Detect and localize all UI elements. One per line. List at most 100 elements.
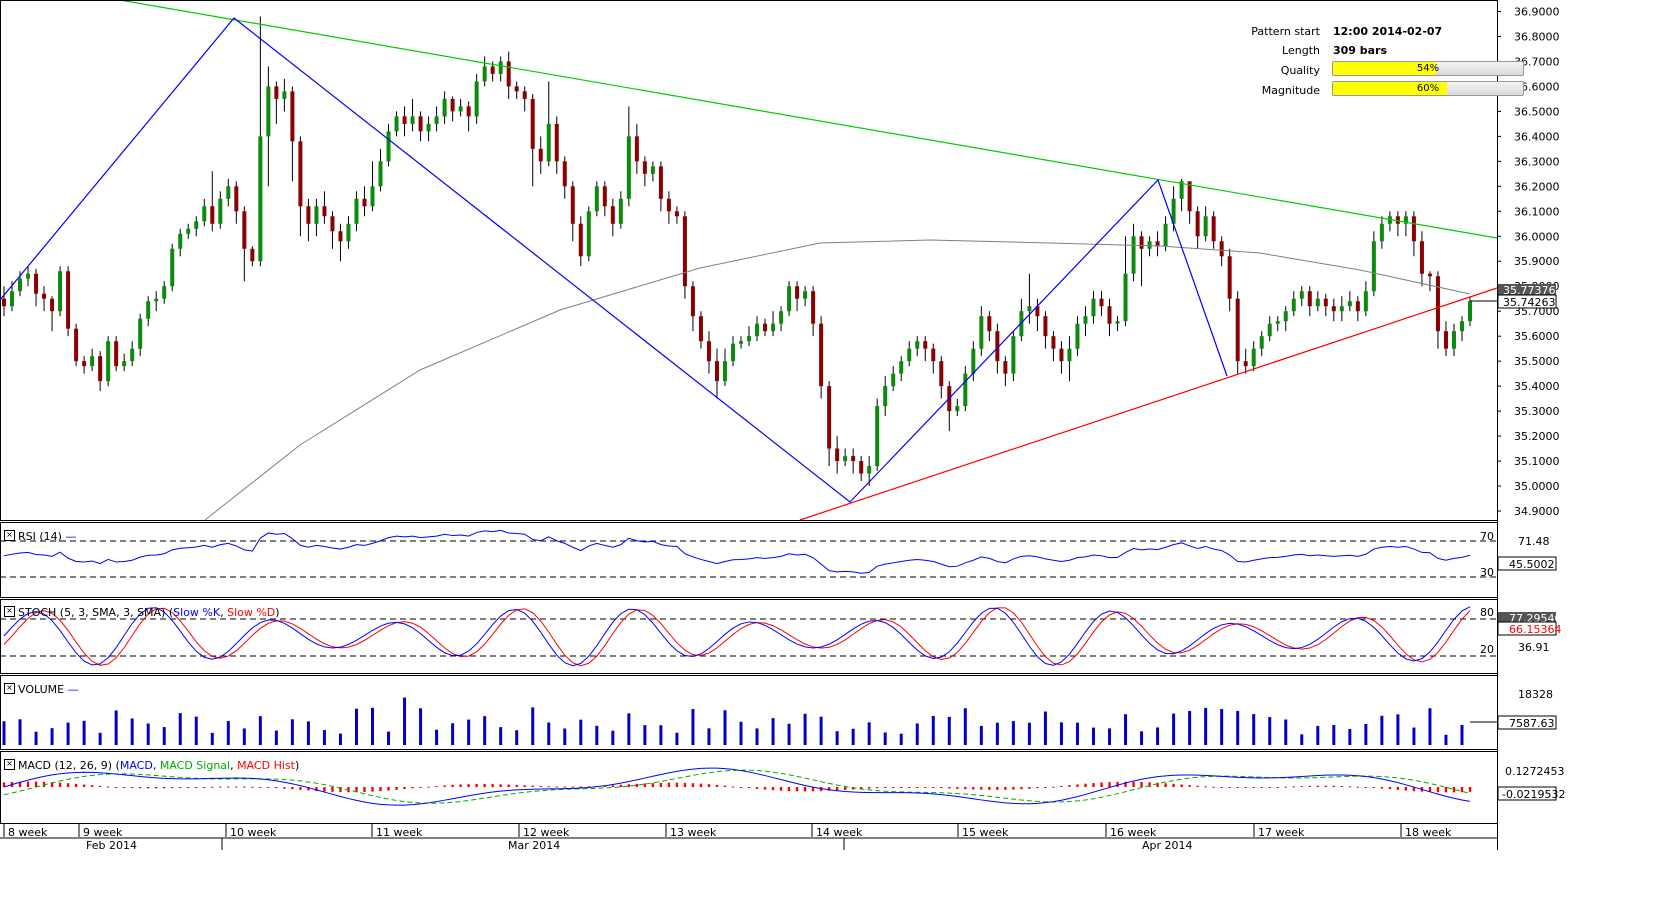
macd-title: MACD (12, 26, 9) (MACD, MACD Signal, MAC… [18,759,300,772]
macd-hist-bar [651,783,655,787]
candle-body [82,361,87,367]
candle-body [58,271,63,312]
candle-body [1147,241,1152,249]
macd-hist-bar [1468,787,1472,792]
candle-body [1163,223,1168,247]
macd-hist-bar [1276,786,1279,788]
candle-body [250,248,255,262]
candle-body [1155,241,1160,247]
candle-body [1243,361,1248,367]
candle-body [1323,298,1328,307]
candle-body [586,211,591,257]
volume-value-label: 7587.63 [1509,717,1555,730]
candle-body [1451,331,1456,349]
candle-body [506,61,511,87]
volume-title: VOLUME — [18,683,79,696]
macd-hist-bar [1196,785,1199,787]
macd-hist-bar [403,787,406,790]
candle-body [98,356,103,382]
macd-hist-bar [1188,785,1191,787]
volume-bar [1204,707,1208,745]
stoch-close-icon[interactable]: × [4,606,15,617]
candle-body [218,198,223,224]
macd-hist-bar [1244,787,1247,788]
volume-bar [963,708,967,745]
candle-body [1331,306,1336,312]
candle-body [923,341,928,349]
macd-hist-bar [259,787,262,788]
macd-hist-bar [1364,787,1368,788]
price-tick-label: 35.3000 [1514,405,1560,418]
volume-bar [675,732,679,745]
macd-hist-bar [675,782,679,787]
macd-hist-bar [1428,787,1432,793]
macd-hist-bar [563,786,566,788]
candle-body [674,211,679,217]
candle-body [106,341,111,382]
rsi-close-icon[interactable]: × [4,530,15,541]
candle-body [474,81,479,117]
month-label: Apr 2014 [1142,839,1193,852]
volume-bar [819,716,823,745]
candle-body [1259,336,1264,349]
macd-hist-bar [90,785,94,787]
macd-hist-bar [811,787,815,792]
macd-hist-bar [779,787,783,791]
macd-hist-bar [900,787,903,788]
macd-hist-bar [1436,787,1440,793]
macd-hist-bar [299,787,302,790]
candle-body [42,293,47,299]
macd-hist-bar [956,787,959,789]
volume-bar [435,729,439,745]
candle-body [306,206,311,224]
volume-bar [403,697,407,745]
candle-body [835,448,840,462]
volume-bar [467,719,471,745]
candle-body [634,136,639,162]
candle-body [122,361,127,367]
candle-body [1179,181,1184,199]
macd-hist-bar [243,786,246,788]
candle-body [146,301,151,319]
candle-body [995,331,1000,362]
macd-hist-bar [531,785,534,787]
moving-average-line [204,239,1471,521]
rsi-value-label: 45.5002 [1509,558,1555,571]
macd-hist-bar [771,787,775,791]
candle-body [1043,316,1048,337]
macd-close-icon[interactable]: × [4,759,15,770]
price-tick-label: 35.2000 [1514,430,1560,443]
axes: 36.9000 36.8000 36.7000 36.6000 36.5000 36.40… [0,0,1560,852]
volume-close-icon[interactable]: × [4,683,15,694]
candle-body [490,66,495,74]
macd-hist-bar [459,784,462,787]
price-tick-label: 34.9000 [1514,505,1560,518]
candle-body [570,186,575,224]
macd-hist-bar [1284,786,1287,788]
macd-hist-bar [106,786,110,788]
stoch-k-line [3,606,1471,667]
macd-hist-bar [515,784,518,787]
pattern-overlays [0,0,1498,521]
candle-body [971,348,976,374]
volume-bar [1316,725,1320,745]
candle-body [1371,241,1376,292]
macd-hist-bar [499,784,502,787]
candle-body [346,223,351,242]
macd-hist-bar [619,784,623,787]
week-label: 17 week [1258,826,1305,839]
rsi-title: RSI (14) — [18,530,77,543]
macd-hist-bar [787,787,791,792]
candle-body [867,466,872,474]
candle-body [602,186,607,207]
resistance-line [119,0,1498,239]
candle-body [955,406,960,412]
candle-body [338,231,343,242]
volume-bar [1091,727,1095,745]
candle-body [642,161,647,174]
volume-bar [290,719,294,745]
candle-body [1427,273,1432,277]
macd-hist-bar [1460,787,1464,793]
volume-bar [146,723,150,745]
volume-bar [691,709,695,745]
